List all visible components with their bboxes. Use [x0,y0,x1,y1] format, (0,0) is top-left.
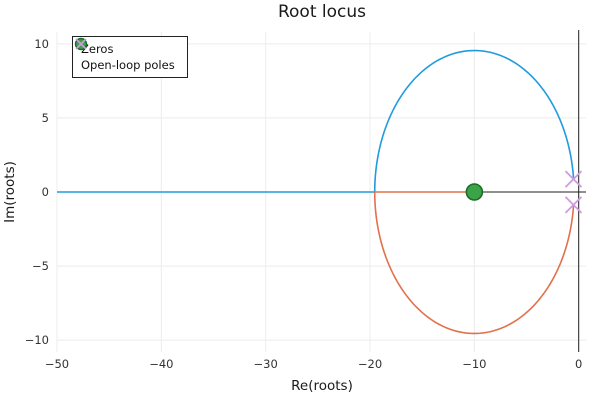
y-tick-label: 10 [34,37,49,51]
pole-marker [564,196,583,214]
x-tick-label: −10 [462,357,486,371]
zero-marker [465,183,484,201]
legend-label-poles: Open-loop poles [81,58,175,72]
locus-branch-2 [373,191,575,335]
x-tick-label: −20 [358,357,382,371]
y-tick-label: 0 [42,185,49,199]
y-tick-label: 5 [42,111,49,125]
pole-marker [564,170,583,188]
x-tick-label: −40 [149,357,173,371]
axis-layer [57,30,586,352]
legend-item-zeros: Zeros [74,37,175,56]
legend-item-poles: Open-loop poles [75,38,175,72]
legend: Zeros Open-loop poles [72,36,188,78]
x-tick-label: −50 [45,357,69,371]
pole-marker-icon [75,38,87,50]
legend-label-zeros: Zeros [81,42,114,56]
chart-title: Root locus [278,2,366,22]
series-layer [57,49,583,335]
y-axis-label: Im(roots) [2,161,18,223]
y-tick-label: −5 [32,259,49,273]
x-tick-label: 0 [575,357,582,371]
x-tick-label: −30 [254,357,278,371]
y-tick-label: −10 [25,333,49,347]
x-axis-label: Re(roots) [291,378,353,394]
locus-branch-1 [57,49,575,193]
